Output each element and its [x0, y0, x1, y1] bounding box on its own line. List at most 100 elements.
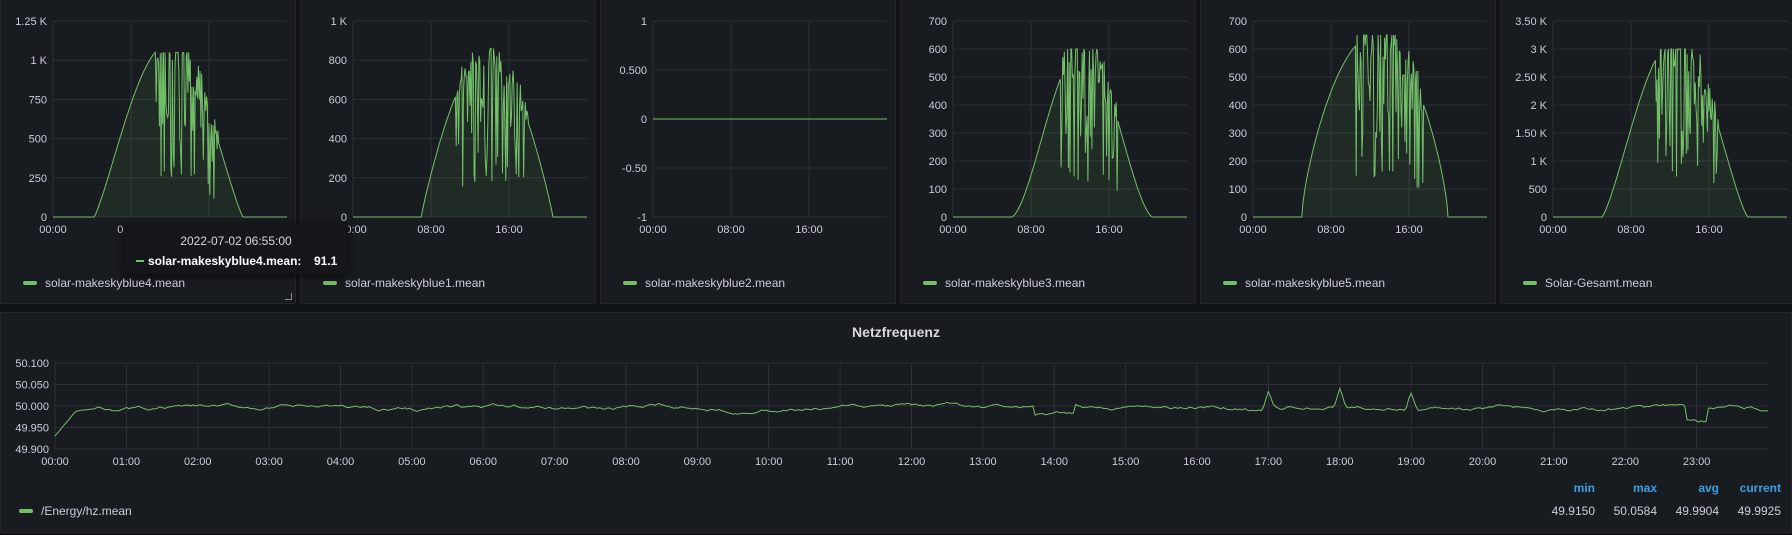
chart-solar-makeskyblue2[interactable]: -1 -0.50 0 0.500 1 00:00 08:00 16:00 — [601, 0, 897, 305]
chart-netzfrequenz[interactable]: 49.900 49.950 50.000 50.050 50.100 00:00 01:00… — [1, 313, 1792, 534]
legend-item[interactable]: solar-makeskyblue5.mean — [1223, 276, 1385, 290]
y-tick-label: 1 K — [30, 55, 47, 67]
legend-label: solar-makeskyblue3.mean — [945, 276, 1086, 290]
y-tick-label: 700 — [929, 16, 947, 28]
x-tick-label: 20:00 — [1469, 456, 1497, 468]
panel-netzfrequenz[interactable]: Netzfrequenz 49.900 49.950 50.000 50.050 50.… — [0, 312, 1792, 533]
tooltip-series-label: solar-makeskyblue4.mean: — [148, 254, 302, 268]
x-tick-label: 03:00 — [255, 456, 283, 468]
series-swatch — [136, 260, 144, 262]
x-tick-label: 08:00 — [1017, 224, 1045, 236]
x-tick-label: 08:00 — [612, 456, 640, 468]
x-tick-label: 06:00 — [469, 456, 497, 468]
y-tick-label: -1 — [637, 212, 647, 224]
legend-item[interactable]: Solar-Gesamt.mean — [1523, 276, 1652, 290]
y-tick-label: 200 — [1229, 156, 1247, 168]
y-tick-label: 100 — [1229, 184, 1247, 196]
tooltip-series: solar-makeskyblue4.mean: — [136, 254, 301, 268]
chart-solar-gesamt[interactable]: 0 500 1 K 1.50 K 2 K 2.50 K 3 K 3.50 K 00:00 08:0… — [1501, 0, 1792, 305]
x-tick-label: 02:00 — [184, 456, 212, 468]
y-tick-label: 300 — [929, 128, 947, 140]
y-tick-label: 2.50 K — [1515, 72, 1547, 84]
series-swatch — [323, 281, 337, 285]
series-line — [353, 47, 587, 218]
x-tick-label: 00:00 — [639, 224, 667, 236]
y-tick-label: 1 K — [330, 16, 347, 28]
y-tick-label: 0.500 — [619, 65, 647, 77]
y-tick-label: 3 K — [1530, 44, 1547, 56]
y-tick-label: 100 — [929, 184, 947, 196]
x-tick-label: 21:00 — [1540, 456, 1568, 468]
x-tick-label: 18:00 — [1326, 456, 1354, 468]
legend-item[interactable]: solar-makeskyblue1.mean — [323, 276, 485, 290]
series-line — [53, 51, 287, 218]
y-tick-label: 1.50 K — [1515, 128, 1547, 140]
panel-title[interactable]: Netzfrequenz — [852, 324, 940, 340]
resize-handle[interactable] — [285, 293, 292, 300]
y-tick-label: 49.900 — [15, 444, 49, 456]
stat-header-max[interactable]: max — [1632, 481, 1657, 495]
y-tick-label: 500 — [929, 72, 947, 84]
series-line — [1253, 34, 1487, 218]
chart-solar-makeskyblue3[interactable]: 0 100 200 300 400 500 600 700 00:00 08:00 16:00 — [901, 0, 1197, 305]
tooltip-value: 91.1 — [314, 254, 338, 268]
x-tick-label: 19:00 — [1397, 456, 1425, 468]
legend-label: solar-makeskyblue4.mean — [45, 276, 186, 290]
legend-item[interactable]: /Energy/hz.mean — [19, 504, 132, 518]
y-tick-label: 1 K — [1530, 156, 1547, 168]
x-tick-label: 12:00 — [898, 456, 926, 468]
panel-solar-makeskyblue3[interactable]: 0 100 200 300 400 500 600 700 00:00 08:00 16:00 so… — [900, 0, 1196, 304]
x-tick-label: 16:00 — [1395, 224, 1423, 236]
legend-label: solar-makeskyblue1.mean — [345, 276, 486, 290]
x-tick-label: 16:00 — [495, 224, 523, 236]
y-tick-label: 0 — [641, 114, 647, 126]
y-tick-label: 500 — [1529, 184, 1547, 196]
y-tick-label: 0 — [941, 212, 947, 224]
y-tick-label: 1.25 K — [15, 16, 47, 28]
y-tick-label: 50.050 — [15, 380, 49, 392]
y-tick-label: 500 — [1229, 72, 1247, 84]
y-tick-label: 49.950 — [15, 423, 49, 435]
y-tick-label: 0 — [341, 212, 347, 224]
series-line — [54, 386, 1769, 437]
y-tick-label: 400 — [1229, 100, 1247, 112]
stat-value-max: 50.0584 — [1613, 504, 1657, 518]
legend-label: solar-makeskyblue5.mean — [1245, 276, 1386, 290]
panel-solar-gesamt[interactable]: 0 500 1 K 1.50 K 2 K 2.50 K 3 K 3.50 K 00:00 08:0… — [1500, 0, 1792, 304]
x-tick-label: 22:00 — [1611, 456, 1639, 468]
legend-item[interactable]: solar-makeskyblue2.mean — [623, 276, 785, 290]
panel-solar-makeskyblue5[interactable]: 0 100 200 300 400 500 600 700 00:00 08:00 16:00 so… — [1200, 0, 1496, 304]
series-swatch — [23, 281, 37, 285]
x-tick-label: 16:00 — [1095, 224, 1123, 236]
x-tick-label: 08:00 — [1317, 224, 1345, 236]
stat-header-current[interactable]: current — [1739, 481, 1781, 495]
x-tick-label: 00:00 — [39, 224, 67, 236]
y-tick-label: 200 — [929, 156, 947, 168]
series-swatch — [19, 509, 33, 513]
x-tick-label: 08:00 — [417, 224, 445, 236]
stat-value-current: 49.9925 — [1737, 504, 1781, 518]
tooltip-time: 2022-07-02 06:55:00 — [180, 234, 292, 248]
x-tick-label: 16:00 — [795, 224, 823, 236]
y-tick-label: 700 — [1229, 16, 1247, 28]
chart-solar-makeskyblue5[interactable]: 0 100 200 300 400 500 600 700 00:00 08:00 16:00 — [1201, 0, 1497, 305]
legend-item[interactable]: solar-makeskyblue3.mean — [923, 276, 1085, 290]
series-swatch — [1523, 281, 1537, 285]
x-tick-label: 14:00 — [1040, 456, 1068, 468]
legend-item[interactable]: solar-makeskyblue4.mean — [23, 276, 185, 290]
x-tick-label: 17:00 — [1255, 456, 1283, 468]
y-tick-label: 0 — [1241, 212, 1247, 224]
x-tick-label: 04:00 — [327, 456, 355, 468]
y-tick-label: -0.50 — [622, 163, 647, 175]
y-tick-label: 0 — [1541, 212, 1547, 224]
panel-solar-makeskyblue1[interactable]: 0 200 400 600 800 1 K 00:00 08:00 16:00 solar-ma… — [300, 0, 596, 304]
stat-header-min[interactable]: min — [1573, 481, 1595, 495]
y-tick-label: 300 — [1229, 128, 1247, 140]
panel-solar-makeskyblue2[interactable]: -1 -0.50 0 0.500 1 00:00 08:00 16:00 solar-make… — [600, 0, 896, 304]
y-tick-label: 400 — [329, 134, 347, 146]
y-tick-label: 400 — [929, 100, 947, 112]
y-tick-label: 600 — [1229, 44, 1247, 56]
stat-header-avg[interactable]: avg — [1698, 481, 1719, 495]
y-tick-label: 50.000 — [15, 401, 49, 413]
